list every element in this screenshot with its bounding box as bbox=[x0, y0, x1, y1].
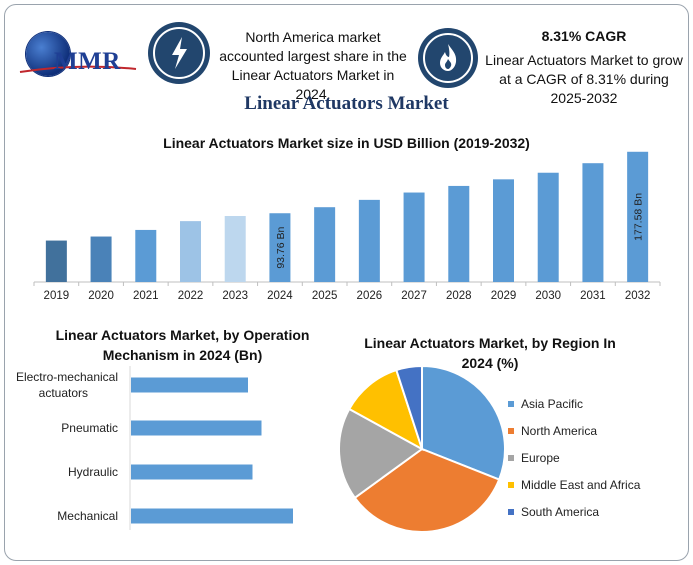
north-america-share-text: North America market accounted largest s… bbox=[219, 29, 407, 102]
x-tick-label-2021: 2021 bbox=[133, 290, 159, 302]
y-label-electro-mechanical-actuators: Electro-mechanical actuators bbox=[16, 370, 118, 400]
bar-pneumatic bbox=[131, 420, 262, 436]
bar-2029 bbox=[493, 179, 514, 282]
bar-2027 bbox=[403, 192, 425, 282]
legend-item-south-america: South America bbox=[508, 498, 683, 525]
legend-swatch-asia-pacific bbox=[508, 400, 514, 407]
x-tick-label-2027: 2027 bbox=[401, 290, 427, 302]
x-tick-label-2026: 2026 bbox=[357, 290, 383, 302]
region-chart-title: Linear Actuators Market, by Region In 20… bbox=[364, 335, 616, 371]
brand-logo: MMR bbox=[14, 18, 137, 84]
market-size-chart-title: Linear Actuators Market size in USD Bill… bbox=[163, 135, 530, 151]
bar-2021 bbox=[135, 229, 157, 282]
x-tick-label-2032: 2032 bbox=[625, 290, 651, 302]
x-tick-label-2031: 2031 bbox=[580, 290, 606, 302]
bar-hydraulic bbox=[131, 464, 253, 480]
main-title: Linear Actuators Market bbox=[244, 93, 449, 114]
y-label-pneumatic: Pneumatic bbox=[61, 421, 118, 435]
legend-swatch-north-america bbox=[508, 427, 514, 434]
x-tick-label-2023: 2023 bbox=[222, 290, 248, 302]
bar-2025 bbox=[314, 207, 336, 282]
data-label-2024: 93.76 Bn bbox=[275, 226, 287, 268]
x-tick-label-2025: 2025 bbox=[312, 290, 338, 302]
market-size-bar-chart: 2019 2020 2021 2022 2023 2024 2025 2026 2027 2028… bbox=[33, 151, 661, 302]
lightning-icon bbox=[148, 22, 210, 84]
bar-mechanical bbox=[131, 508, 293, 524]
legend-label-south-america: South America bbox=[521, 504, 600, 519]
bar-2031 bbox=[582, 163, 604, 282]
legend-label-north-america: North America bbox=[521, 423, 598, 438]
bar-2030 bbox=[537, 172, 559, 282]
slice-south-america bbox=[395, 364, 423, 450]
mechanism-chart-title: Linear Actuators Market, by Operation Me… bbox=[55, 327, 310, 363]
legend-label-europe: Europe bbox=[521, 450, 560, 465]
x-tick-label-2030: 2030 bbox=[535, 290, 561, 302]
data-label-2032: 177.58 Bn bbox=[633, 193, 645, 241]
cagr-heading: 8.31% CAGR bbox=[541, 28, 627, 44]
legend-item-asia-pacific: Asia Pacific bbox=[508, 390, 683, 417]
bar-2024 bbox=[269, 213, 291, 282]
legend-swatch-south-america bbox=[508, 508, 514, 515]
legend-swatch-europe bbox=[508, 454, 514, 461]
mechanism-bar-chart: Electro-mechanical actuators Pneumatic Hydr… bbox=[16, 366, 293, 530]
legend-item-middle-east-and-africa: Middle East and Africa bbox=[508, 471, 683, 498]
legend-item-north-america: North America bbox=[508, 417, 683, 444]
x-tick-label-2028: 2028 bbox=[446, 290, 472, 302]
legend-swatch-middle-east-and-africa bbox=[508, 481, 514, 488]
y-label-mechanical: Mechanical bbox=[57, 509, 118, 523]
slice-middle-east-and-africa bbox=[347, 368, 424, 452]
bar-2019 bbox=[45, 240, 67, 282]
slice-north-america bbox=[353, 447, 501, 533]
x-tick-label-2022: 2022 bbox=[178, 290, 204, 302]
logo-text: MMR bbox=[54, 48, 121, 75]
x-tick-label-2019: 2019 bbox=[44, 290, 70, 302]
flame-icon bbox=[418, 28, 478, 88]
bar-2026 bbox=[358, 199, 380, 282]
x-tick-label-2024: 2024 bbox=[267, 290, 293, 302]
region-pie-chart bbox=[338, 364, 506, 533]
bar-2022 bbox=[180, 221, 201, 282]
logo-swoosh bbox=[19, 65, 137, 73]
bar-2028 bbox=[448, 185, 470, 282]
slice-asia-pacific bbox=[421, 364, 506, 481]
region-legend: Asia Pacific North America Europe Middle Ea… bbox=[508, 390, 683, 525]
y-label-hydraulic: Hydraulic bbox=[68, 465, 118, 479]
legend-label-asia-pacific: Asia Pacific bbox=[521, 396, 584, 411]
bar-electro-mechanical-actuators bbox=[131, 377, 248, 393]
bar-2023 bbox=[224, 216, 246, 282]
bar-2032 bbox=[627, 151, 649, 282]
slice-europe bbox=[338, 407, 424, 500]
legend-item-europe: Europe bbox=[508, 444, 683, 471]
x-tick-label-2029: 2029 bbox=[491, 290, 517, 302]
legend-label-middle-east-and-africa: Middle East and Africa bbox=[521, 477, 641, 492]
cagr-text: Linear Actuators Market to grow at a CAG… bbox=[485, 52, 683, 106]
bar-2020 bbox=[90, 236, 112, 282]
x-tick-label-2020: 2020 bbox=[88, 290, 114, 302]
